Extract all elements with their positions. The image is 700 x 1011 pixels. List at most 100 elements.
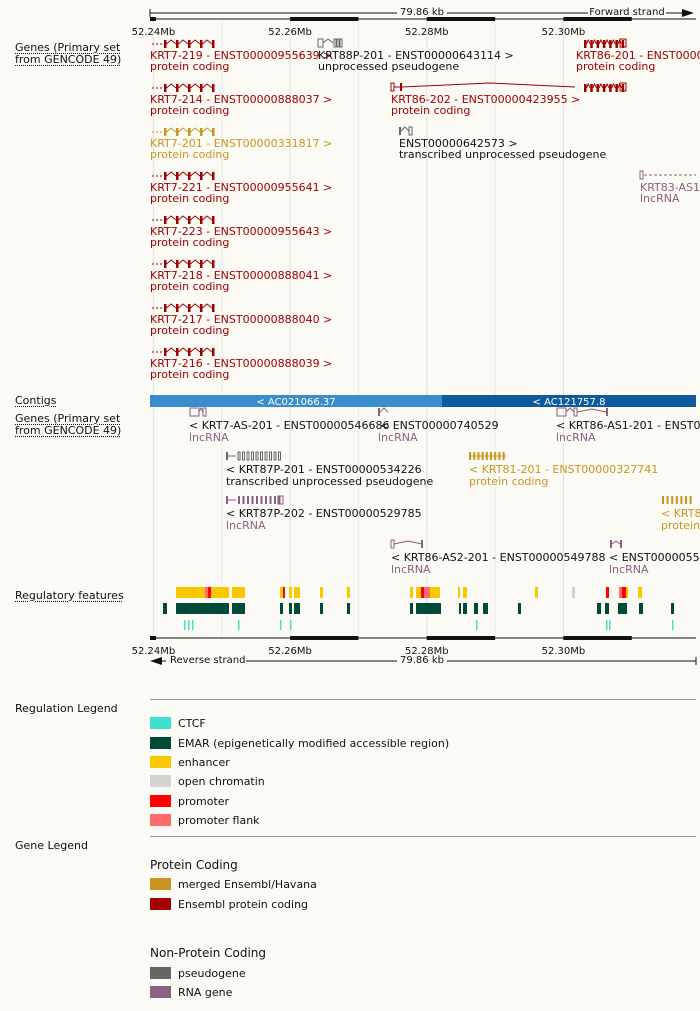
track-label-genes-reverse[interactable]: Genes (Primary set from GENCODE 49) bbox=[15, 412, 122, 437]
pseudogene-exon bbox=[278, 451, 281, 461]
intron bbox=[166, 39, 177, 45]
exon bbox=[400, 83, 402, 91]
contig-bar bbox=[150, 395, 442, 407]
ruler-tick-label: 52.26Mb bbox=[268, 646, 312, 657]
intron bbox=[178, 215, 189, 221]
intron bbox=[202, 303, 213, 309]
exon bbox=[621, 40, 625, 48]
regulatory-feature bbox=[283, 587, 285, 598]
gene-label: KRT7-219 - ENST00000955639 > bbox=[150, 49, 332, 62]
gene-biotype: lncRNA bbox=[378, 431, 418, 444]
utr-box bbox=[202, 407, 207, 417]
emar-feature bbox=[410, 603, 413, 614]
ctcf-site bbox=[606, 620, 608, 630]
intron bbox=[190, 347, 201, 353]
exon bbox=[188, 40, 191, 48]
exon bbox=[421, 540, 423, 548]
exon bbox=[609, 40, 612, 48]
exon bbox=[671, 496, 674, 504]
legend-item-promoter: promoter bbox=[150, 794, 229, 808]
intron bbox=[379, 407, 389, 413]
track-label-genes-forward[interactable]: Genes (Primary set from GENCODE 49) bbox=[15, 41, 122, 66]
intron bbox=[190, 83, 201, 89]
gene-biotype: transcribed unprocessed pseudogene bbox=[399, 148, 606, 161]
emar-feature bbox=[347, 603, 350, 614]
intron bbox=[190, 303, 201, 309]
legend-item-emar: EMAR (epigenetically modified accessible… bbox=[150, 736, 449, 750]
ruler-block bbox=[563, 636, 632, 640]
exon bbox=[596, 84, 600, 92]
ruler-block bbox=[290, 636, 359, 640]
intron bbox=[190, 127, 201, 133]
regulatory-feature bbox=[421, 587, 424, 598]
exon bbox=[615, 40, 618, 48]
regulatory-feature bbox=[626, 587, 628, 598]
legend-swatch bbox=[150, 898, 171, 910]
legend-divider bbox=[150, 699, 696, 700]
gene-biotype: protein bbox=[661, 519, 700, 532]
scale-length-bg bbox=[397, 655, 447, 667]
scale-length: 79.86 kb bbox=[400, 655, 444, 666]
exon bbox=[176, 172, 179, 180]
gene-label: < KRT7-AS-201 - ENST00000546686 bbox=[189, 419, 390, 432]
gene-label: KRT7-223 - ENST00000955643 > bbox=[150, 225, 332, 238]
legend-item-rna-gene: RNA gene bbox=[150, 985, 232, 999]
track-label-regulatory[interactable]: Regulatory features bbox=[15, 589, 124, 602]
intron bbox=[202, 347, 213, 353]
intron bbox=[202, 83, 213, 89]
gene-glyph bbox=[152, 347, 215, 356]
regulatory-feature bbox=[347, 587, 350, 598]
intron bbox=[178, 259, 189, 265]
regulatory-feature bbox=[208, 587, 211, 598]
regulatory-feature bbox=[280, 587, 283, 598]
exon bbox=[188, 260, 191, 268]
gene-glyph bbox=[584, 82, 625, 92]
regulatory-feature bbox=[430, 587, 440, 598]
pseudogene-exon bbox=[317, 38, 324, 48]
intron bbox=[598, 38, 604, 45]
gene-label: < KRT81-201 - ENST00000327741 bbox=[469, 463, 658, 476]
regulatory-feature bbox=[294, 587, 300, 598]
pseudogene-exon bbox=[260, 451, 263, 461]
exon bbox=[200, 172, 203, 180]
intron bbox=[166, 171, 177, 177]
gene-biotype: lncRNA bbox=[609, 563, 649, 576]
exon bbox=[615, 84, 618, 92]
exon bbox=[212, 84, 215, 92]
exon bbox=[212, 348, 215, 356]
exon bbox=[265, 496, 267, 504]
legend-item-ensembl-protein: Ensembl protein coding bbox=[150, 897, 308, 911]
exon bbox=[200, 84, 203, 92]
gene-glyph bbox=[152, 303, 215, 312]
gene-biotype: protein coding bbox=[150, 60, 229, 73]
intron bbox=[565, 407, 575, 413]
emar-feature bbox=[605, 603, 609, 614]
intron bbox=[198, 406, 204, 413]
regulatory-feature bbox=[606, 587, 609, 598]
ruler-block bbox=[426, 17, 496, 21]
intron bbox=[166, 303, 177, 309]
utr-box bbox=[408, 126, 413, 136]
exon bbox=[238, 496, 240, 504]
exon bbox=[188, 348, 191, 356]
track-label-contigs[interactable]: Contigs bbox=[15, 394, 57, 407]
exon bbox=[610, 540, 612, 548]
scale-length: 79.86 kb bbox=[400, 7, 444, 18]
gene-label: KRT7-201 - ENST00000331817 > bbox=[150, 137, 332, 150]
gene-label: KRT86-202 - ENST00000423955 > bbox=[391, 93, 580, 106]
gene-biotype: protein coding bbox=[150, 324, 229, 337]
exon bbox=[584, 40, 587, 48]
exon bbox=[200, 40, 203, 48]
legend-label: enhancer bbox=[178, 755, 230, 769]
legend-label: CTCF bbox=[178, 716, 206, 730]
label-gap bbox=[378, 431, 380, 441]
emar-feature bbox=[474, 603, 478, 614]
legend-item-pseudogene: pseudogene bbox=[150, 966, 246, 980]
regulatory-feature bbox=[619, 587, 622, 598]
exon bbox=[621, 84, 625, 92]
ctcf-site bbox=[290, 620, 292, 630]
ruler-block bbox=[150, 636, 156, 640]
exon bbox=[188, 216, 191, 224]
exon bbox=[680, 496, 683, 504]
legend-swatch bbox=[150, 967, 171, 979]
